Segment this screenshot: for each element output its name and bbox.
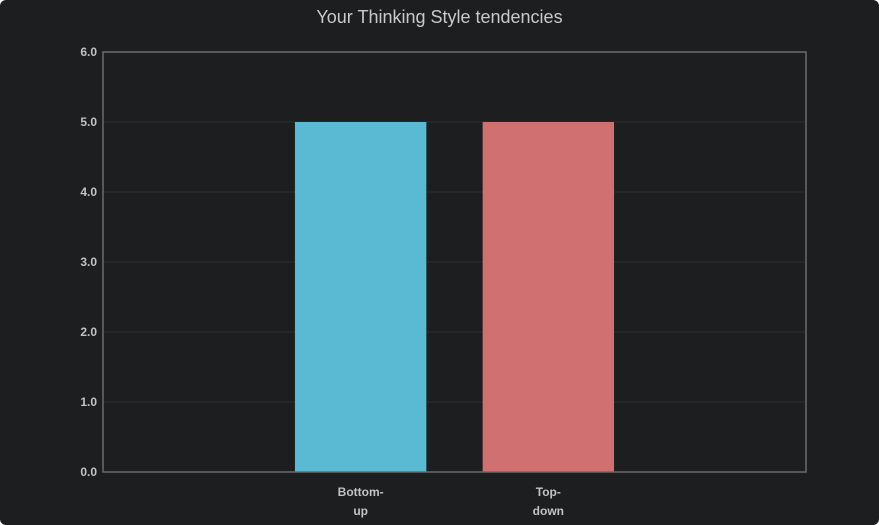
y-tick-label: 6.0 bbox=[80, 45, 97, 59]
y-tick-label: 5.0 bbox=[80, 115, 97, 129]
y-tick-label: 0.0 bbox=[80, 465, 97, 479]
x-tick-label: Top-down bbox=[533, 485, 564, 518]
y-tick-label: 2.0 bbox=[80, 325, 97, 339]
x-tick-label: Bottom-up bbox=[338, 485, 384, 518]
axes bbox=[102, 51, 807, 473]
bar bbox=[482, 122, 615, 472]
chart-title: Your Thinking Style tendencies bbox=[316, 7, 563, 27]
gridlines bbox=[103, 121, 806, 403]
bar bbox=[294, 122, 427, 472]
y-tick-label: 1.0 bbox=[80, 395, 97, 409]
y-tick-label: 3.0 bbox=[80, 255, 97, 269]
plot-frame bbox=[102, 51, 807, 473]
bars bbox=[294, 122, 615, 472]
tick-labels: 0.0 1.0 2.0 3.0 4.0 5.0 6.0 Bottom-up Top-down bbox=[80, 45, 564, 518]
y-tick-label: 4.0 bbox=[80, 185, 97, 199]
